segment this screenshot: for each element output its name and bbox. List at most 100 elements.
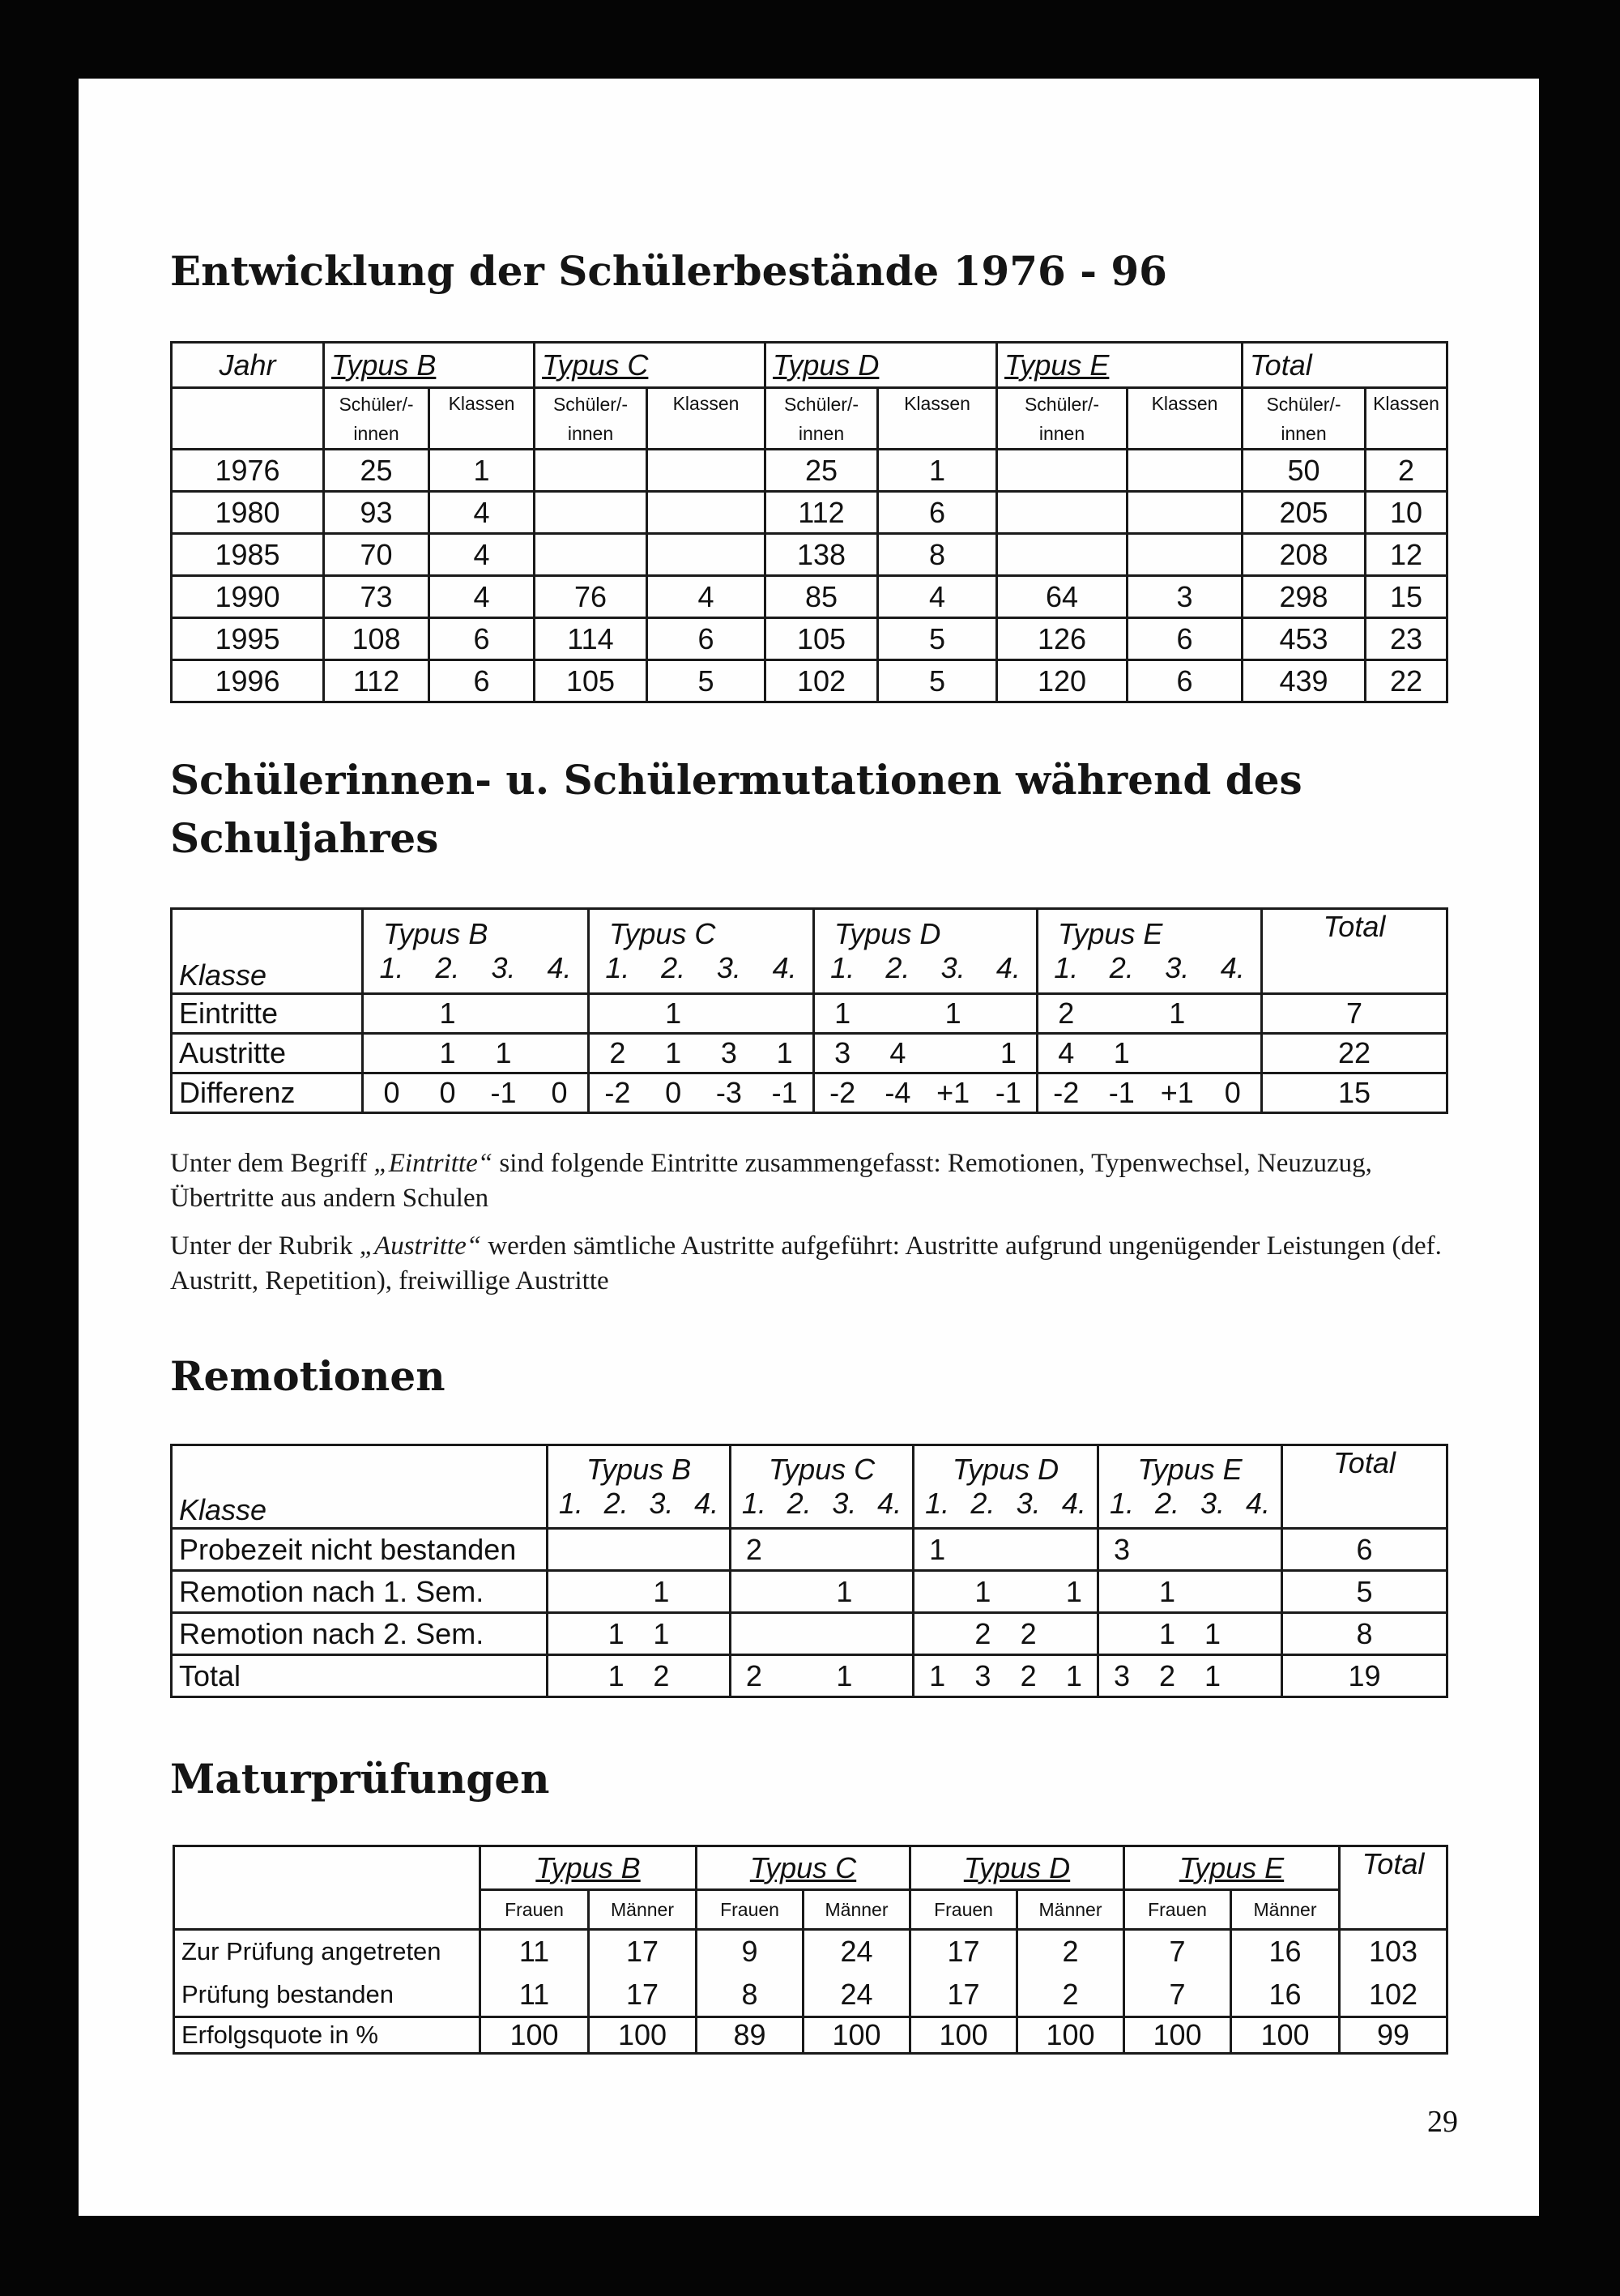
total-cell: 7 — [1260, 992, 1448, 1035]
value-cell: 105 — [533, 659, 648, 703]
students-label: Schüler/- — [783, 393, 859, 415]
note-text: sind folgende Eintritte zusammengefasst:… — [170, 1149, 1372, 1213]
value-cell: 453 — [1241, 617, 1366, 661]
class-value — [1190, 1533, 1235, 1567]
class-value: 3 — [1113, 1532, 1131, 1566]
type-cell: 2 1 3 1 — [587, 1032, 815, 1074]
empty-cell — [170, 386, 325, 450]
students-subheader: Schüler/- innen — [764, 386, 879, 450]
value-cell — [533, 532, 648, 577]
document-page: Entwicklung der Schülerbestände 1976 - 9… — [79, 79, 1539, 2216]
class-value: +1 — [1160, 1076, 1194, 1109]
value-cell: 16 — [1230, 1973, 1341, 2018]
total-cell: 5 — [1281, 1569, 1448, 1614]
total-cell: 8 — [1281, 1611, 1448, 1656]
class-value — [960, 1533, 1005, 1567]
class-values: -2 -4 +1 -1 — [816, 1076, 1035, 1110]
class-value — [475, 996, 531, 1031]
value-cell: 138 — [764, 532, 879, 577]
class-value: 1 — [608, 1616, 625, 1650]
header-row: Klasse Typus B 1. 2. 3. 4. Typus C 1. 2. 3. 4. Typu… — [170, 1444, 1448, 1530]
value-cell: 7 — [1123, 1928, 1232, 1974]
total-cell: 15 — [1260, 1072, 1448, 1114]
total-cell: 19 — [1281, 1654, 1448, 1698]
value-cell: 24 — [802, 1973, 911, 2018]
class-value: 2 — [609, 1036, 626, 1069]
class-label: 4. — [995, 951, 1021, 984]
class-labels: 1. 2. 3. 4. — [816, 951, 1035, 985]
type-cell: 3 — [1097, 1527, 1283, 1572]
value-cell: 102 — [1338, 1973, 1448, 2018]
class-value: 2 — [974, 1616, 991, 1650]
class-value — [365, 996, 420, 1031]
type-cell: 2 — [729, 1527, 914, 1572]
table-row: Differenz 0 0 -1 0 -2 0 -3 -1 -2 -4 +1 -1 -2 -1 +1 0 15 — [170, 1072, 1448, 1114]
value-cell: 93 — [322, 490, 430, 535]
students-label: innen — [353, 422, 399, 444]
note-term: „Austritte“ — [359, 1231, 482, 1261]
class-value — [1145, 1533, 1190, 1567]
class-value: 1 — [653, 1574, 670, 1608]
class-value: 2 — [1020, 1616, 1037, 1650]
class-value — [1235, 1533, 1280, 1567]
value-cell: 25 — [764, 448, 879, 493]
class-values: 1 — [733, 1575, 911, 1609]
value-cell: 8 — [876, 532, 998, 577]
class-value: 3 — [1113, 1658, 1131, 1692]
value-cell: 2 — [1016, 1973, 1125, 2018]
class-value: 3 — [834, 1036, 851, 1069]
value-cell: 6 — [646, 617, 766, 661]
class-value: 2 — [745, 1532, 762, 1566]
class-value: 3 — [720, 1036, 737, 1069]
class-value: 1 — [665, 1036, 682, 1069]
class-label: 3. — [940, 951, 966, 984]
value-cell — [533, 448, 648, 493]
value-cell: 112 — [322, 659, 430, 703]
type-cell: 1 — [546, 1569, 731, 1614]
type-header: Typus B 1. 2. 3. 4. — [361, 907, 590, 995]
note-text: werden sämtliche Austritte aufgeführt: A… — [170, 1231, 1442, 1295]
class-value — [1235, 1617, 1280, 1651]
class-label: 3. — [649, 1487, 674, 1520]
type-cell: 1 — [361, 992, 590, 1035]
class-value — [1101, 1575, 1145, 1609]
maturpruefungen-table: Typus B Typus C Typus D Typus E Total Frauen M… — [173, 1845, 1448, 2055]
type-header: Typus E 1. 2. 3. 4. — [1097, 1444, 1283, 1530]
women-subheader: Frauen — [695, 1888, 804, 1931]
class-value: -1 — [995, 1076, 1021, 1109]
header-row: Klasse Typus B 1. 2. 3. 4. Typus C 1. 2. 3. 4. Typu… — [170, 907, 1448, 995]
class-value: 1 — [439, 1036, 456, 1069]
class-label: 1. — [1109, 1487, 1135, 1520]
value-cell: 6 — [1126, 617, 1243, 661]
value-cell: 6 — [1126, 659, 1243, 703]
class-value: 2 — [745, 1658, 762, 1692]
table-row: Eintritte 1 1 1 1 2 1 7 — [170, 992, 1448, 1035]
class-values: 3 4 1 — [816, 1036, 1035, 1070]
value-cell: 108 — [322, 617, 430, 661]
women-subheader: Frauen — [479, 1888, 590, 1931]
women-subheader: Frauen — [909, 1888, 1018, 1931]
type-header: Total — [1240, 341, 1449, 389]
students-subheader: Schüler/- innen — [533, 386, 648, 450]
mutationen-table: Klasse Typus B 1. 2. 3. 4. Typus C 1. 2. 3. 4. Typu… — [170, 907, 1448, 1114]
class-value: 4 — [889, 1036, 906, 1069]
type-header: Typus D 1. 2. 3. 4. — [912, 1444, 1099, 1530]
value-cell — [1126, 490, 1243, 535]
table-row: Probezeit nicht bestanden 2 1 3 6 — [170, 1527, 1448, 1572]
value-cell: 100 — [802, 2016, 911, 2055]
class-value — [777, 1575, 822, 1609]
class-value — [1205, 996, 1260, 1031]
class-value: 1 — [1158, 1574, 1176, 1608]
class-label: 1. — [830, 951, 855, 984]
value-cell: 23 — [1363, 617, 1449, 661]
men-subheader: Männer — [587, 1888, 697, 1931]
class-value — [1205, 1036, 1260, 1070]
value-cell: 17 — [909, 1973, 1018, 2018]
